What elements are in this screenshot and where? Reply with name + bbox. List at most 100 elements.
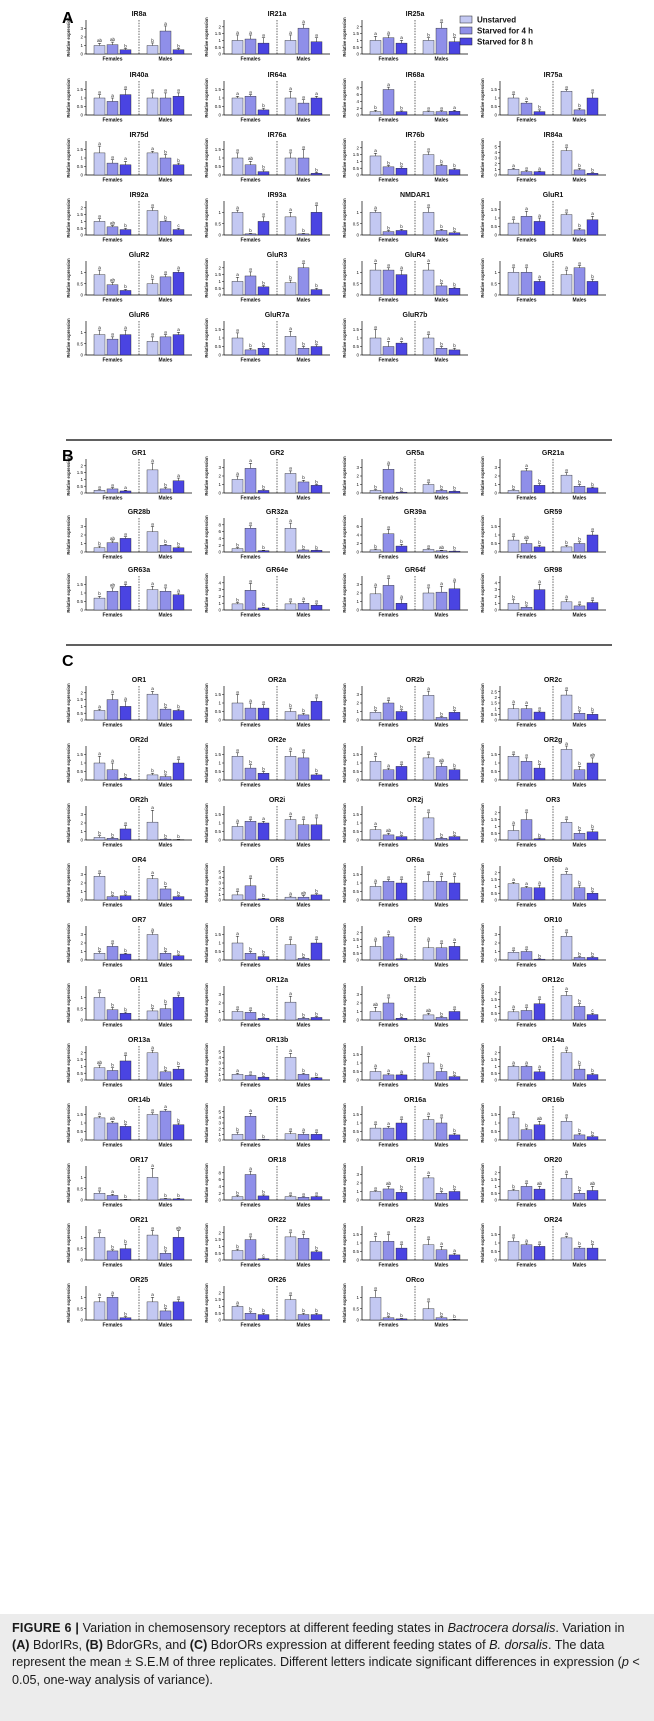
significance-letter: b <box>249 228 252 233</box>
significance-letter: b <box>177 542 180 547</box>
chart-title: IR76a <box>268 132 287 139</box>
bar <box>297 157 310 176</box>
y-tick-label: 1 <box>356 709 359 714</box>
bar <box>369 549 382 553</box>
y-axis-label: Relative expression <box>66 78 71 118</box>
bar <box>448 232 461 236</box>
bar <box>533 485 546 494</box>
significance-letter: a <box>453 1248 456 1253</box>
y-tick-label: 1 <box>80 1235 83 1240</box>
y-axis-label: Relative expression <box>342 515 347 555</box>
bar <box>395 274 408 296</box>
significance-letter: a <box>302 748 305 753</box>
chart-title: IR75d <box>129 132 148 139</box>
y-tick-label: 3 <box>494 156 497 161</box>
bar <box>119 229 132 236</box>
significance-letter: b <box>177 950 180 955</box>
bar <box>573 109 586 116</box>
y-tick-label: 0.5 <box>215 1311 222 1316</box>
bar <box>119 490 132 494</box>
y-tick-label: 4 <box>494 580 497 585</box>
significance-letter: b <box>453 1185 456 1190</box>
x-group-label: Females <box>240 903 260 909</box>
significance-letter: a <box>440 871 443 876</box>
y-axis-label: Relative expression <box>480 683 485 723</box>
significance-letter: a <box>98 988 101 993</box>
bar <box>382 769 395 781</box>
bar <box>395 766 408 781</box>
significance-letter: a <box>177 588 180 593</box>
bar <box>159 1198 172 1201</box>
y-tick-label: 0.5 <box>77 281 84 286</box>
significance-letter: a <box>591 526 594 531</box>
bar <box>172 96 185 116</box>
bar <box>395 1318 408 1321</box>
significance-letter: a <box>289 934 292 939</box>
bar <box>297 958 310 961</box>
significance-letter: ab <box>176 1225 182 1230</box>
bar <box>244 885 257 901</box>
significance-letter: a <box>315 91 318 96</box>
significance-letter: a <box>512 820 515 825</box>
y-axis-label: Relative expression <box>204 983 209 1023</box>
significance-letter: a <box>400 336 403 341</box>
significance-letter: a <box>440 18 443 23</box>
significance-letter: a <box>512 877 515 882</box>
chart-title: GR59 <box>544 509 562 516</box>
bar <box>159 97 172 116</box>
y-tick-label: 1 <box>218 761 221 766</box>
y-axis-label: Relative expression <box>66 515 71 555</box>
significance-letter: b <box>453 343 456 348</box>
bar <box>435 1122 448 1141</box>
bar <box>422 549 435 553</box>
y-tick-label: 2 <box>356 474 359 479</box>
y-tick-label: 1.5 <box>215 692 222 697</box>
significance-letter: a <box>538 994 541 999</box>
significance-letter: a <box>565 685 568 690</box>
significance-letter: b <box>236 542 239 547</box>
bar <box>422 111 435 116</box>
chart-title: GR63a <box>128 567 150 574</box>
bar <box>533 1188 546 1201</box>
bar <box>297 1314 310 1321</box>
x-group-label: Females <box>102 496 122 502</box>
significance-letter: b <box>262 103 265 108</box>
x-group-label: Males <box>297 723 311 729</box>
bar <box>172 594 185 611</box>
y-tick-label: 1.5 <box>77 212 84 217</box>
significance-letter: b <box>591 887 594 892</box>
significance-letter: b <box>578 1241 581 1246</box>
bar <box>310 550 323 553</box>
y-tick-label: 0 <box>80 608 83 613</box>
significance-letter: b <box>164 946 167 951</box>
y-tick-label: 1 <box>494 1241 497 1246</box>
bar <box>119 778 132 781</box>
chart-title: OR6b <box>544 857 563 864</box>
significance-letter: a <box>289 1290 292 1295</box>
y-tick-label: 1.5 <box>77 1112 84 1117</box>
significance-letter: a <box>289 207 292 212</box>
y-axis-label: Relative expression <box>204 78 209 118</box>
significance-letter: b <box>177 834 180 839</box>
bar <box>369 1241 382 1261</box>
bar <box>231 1196 244 1201</box>
y-tick-label: 1 <box>494 96 497 101</box>
significance-letter: a <box>124 1050 127 1055</box>
y-tick-label: 1 <box>494 1064 497 1069</box>
bar <box>106 226 119 236</box>
y-tick-label: 0 <box>356 958 359 963</box>
x-group-label: Females <box>240 1203 260 1209</box>
significance-letter: a <box>512 945 515 950</box>
bar <box>520 607 533 611</box>
chart-title: OR4 <box>132 857 147 864</box>
y-tick-label: 0 <box>218 1198 221 1203</box>
caption-species: Bactrocera dorsalis <box>447 1621 556 1635</box>
x-group-label: Females <box>378 723 398 729</box>
significance-letter: a <box>565 986 568 991</box>
bar <box>507 603 520 611</box>
